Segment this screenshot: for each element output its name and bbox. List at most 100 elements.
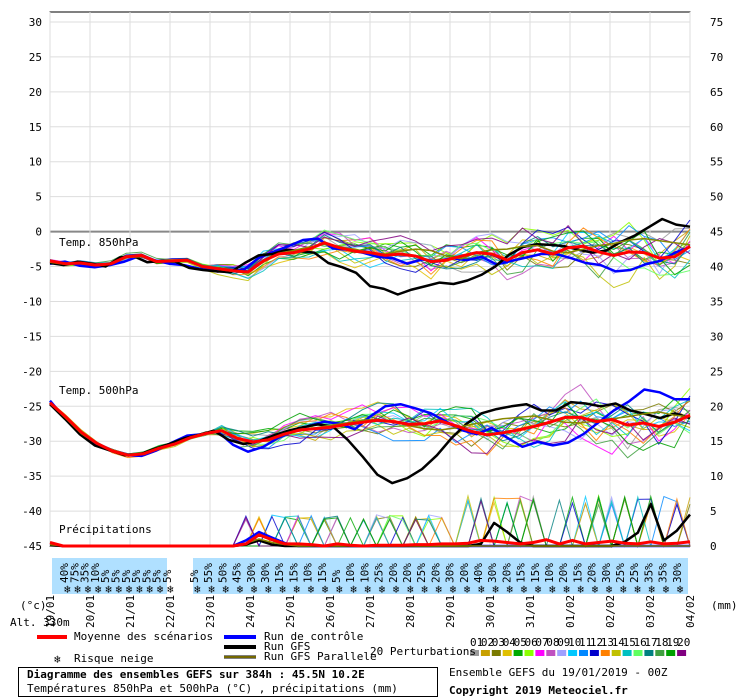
snowflake-icon: ❄ (336, 583, 343, 596)
snow-risk-value: 35% (79, 563, 92, 583)
snowflake-icon: ❄ (506, 583, 513, 596)
right-tick-label: 15 (710, 435, 723, 448)
snowflake-icon: ❄ (563, 583, 570, 596)
perturbation-swatch (579, 650, 588, 656)
legend-gfs-label: Run GFS (264, 640, 311, 653)
right-tick-label: 50 (710, 191, 723, 204)
snowflake-icon: ❄ (322, 583, 329, 596)
snowflake-icon: ❄ (350, 583, 357, 596)
snow-risk-value: 20% (401, 563, 414, 583)
perturbation-swatch (470, 650, 479, 656)
snow-risk-value: 15% (571, 563, 584, 583)
snow-risk-value: 15% (529, 563, 542, 583)
left-tick-label: -45 (22, 540, 42, 553)
perturbation-number: 18 (655, 636, 668, 649)
snow-risk-value: 30% (444, 563, 457, 583)
snow-risk-value: 10% (302, 563, 315, 583)
left-tick-label: -30 (22, 435, 42, 448)
snow-risk-value: 15% (515, 563, 528, 583)
perturbation-number: 09 (557, 636, 570, 649)
legend-control-label: Run de contrôle (264, 630, 364, 643)
snowflake-icon: ❄ (577, 583, 584, 596)
snowflake-icon: ❄ (450, 583, 457, 596)
label-right-unit: (mm) (711, 599, 738, 612)
perturbation-swatch (589, 650, 599, 656)
snowflake-icon: ❄ (105, 583, 112, 596)
perturbation-swatch (655, 650, 665, 656)
footer-title: Diagramme des ensembles GEFS sur 384h : … (27, 668, 365, 681)
right-tick-label: 25 (710, 365, 723, 378)
snowflake-icon: ❄ (478, 583, 485, 596)
right-tick-label: 60 (710, 121, 723, 134)
perturbation-swatch (633, 650, 643, 656)
snowflake-icon: ❄ (620, 583, 627, 596)
ensemble-run-label: Ensemble GEFS du 19/01/2019 - 00Z (449, 666, 668, 679)
snow-risk-value: 5% (130, 569, 143, 583)
x-tick-label: 24/01 (244, 595, 257, 628)
perturbation-number: 04 (503, 636, 517, 649)
perturbation-number: 17 (644, 636, 657, 649)
right-tick-label: 0 (710, 540, 717, 553)
x-tick-label: 30/01 (484, 595, 497, 628)
perturbation-swatch (600, 650, 610, 656)
snowflake-icon: ❄ (393, 583, 400, 596)
series-0-t500 (49, 401, 691, 457)
snow-band-2 (193, 558, 688, 594)
snow-risk-value: 15% (287, 563, 300, 583)
snowflake-icon: ❄ (136, 583, 143, 596)
snowflake-icon: ❄ (146, 583, 153, 596)
left-tick-label: -35 (22, 470, 42, 483)
legend-mean-label: Moyenne des scénarios (74, 630, 214, 643)
perturbation-swatch (502, 650, 512, 656)
snowflake-icon: ❄ (222, 583, 229, 596)
left-tick-label: 5 (35, 191, 42, 204)
x-tick-label: 03/02 (644, 595, 657, 628)
legend-perturb-label: 20 Perturbations (370, 645, 476, 658)
snow-risk-value: 20% (557, 563, 570, 583)
snowflake-icon: ❄ (251, 583, 258, 596)
snowflake-icon: ❄ (364, 583, 371, 596)
snow-risk-value: 35% (657, 563, 670, 583)
snow-risk-value: 5% (151, 569, 164, 583)
right-tick-label: 40 (710, 261, 723, 274)
perturbation-swatch (666, 650, 676, 656)
perturbation-swatch (557, 650, 567, 656)
snowflake-icon: ❄ (663, 583, 670, 596)
snow-risk-value: 20% (387, 563, 400, 583)
label-t850: Temp. 850hPa (59, 236, 139, 249)
snowflake-icon: ❄ (126, 583, 133, 596)
snowflake-icon: ❄ (407, 583, 414, 596)
snowflake-icon: ❄ (435, 583, 442, 596)
snowflake-icon: ❄ (194, 583, 201, 596)
right-tick-label: 10 (710, 470, 723, 483)
snow-risk-value: 5% (110, 569, 123, 583)
perturbation-number: 07 (535, 636, 548, 649)
snowflake-icon: ❄ (95, 583, 102, 596)
footer-box: Diagramme des ensembles GEFS sur 384h : … (18, 667, 438, 697)
x-tick-label: 28/01 (404, 595, 417, 628)
x-tick-label: 20/01 (84, 595, 97, 628)
perturbation-swatch (622, 650, 632, 656)
series-0-precip (49, 533, 691, 548)
perturbation-swatch (480, 650, 490, 656)
snow-risk-value: 20% (586, 563, 599, 583)
perturbation-number: 11 (579, 636, 592, 649)
label-altitude: Alt. 330m (10, 616, 70, 629)
perturbation-number: 13 (601, 636, 614, 649)
right-tick-label: 20 (710, 400, 723, 413)
perturbation-swatch (611, 650, 621, 656)
snow-risk-value: 45% (231, 563, 244, 583)
snowflake-icon: ❄ (293, 583, 300, 596)
left-tick-label: -15 (22, 330, 42, 343)
snowflake-icon: ❄ (116, 583, 123, 596)
x-tick-label: 29/01 (444, 595, 457, 628)
perturbation-swatch (644, 650, 654, 656)
perturbation-number: 10 (568, 636, 581, 649)
snowflake-icon: ❄ (279, 583, 286, 596)
label-precip: Précipitations (59, 523, 152, 536)
snowflake-icon: ❄ (167, 583, 174, 596)
label-t500: Temp. 500hPa (59, 384, 139, 397)
snowflake-icon: ❄ (74, 583, 81, 596)
snow-risk-value: 40% (58, 563, 71, 583)
